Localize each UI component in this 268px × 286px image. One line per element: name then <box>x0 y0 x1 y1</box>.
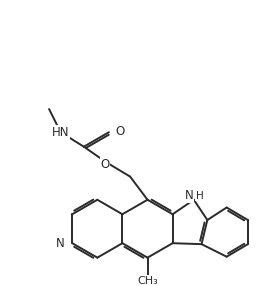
Text: O: O <box>116 125 125 138</box>
Text: N: N <box>56 237 65 250</box>
Text: O: O <box>100 158 110 170</box>
Text: N: N <box>185 189 193 202</box>
Text: HN: HN <box>52 126 69 139</box>
Text: H: H <box>196 191 203 201</box>
Text: CH₃: CH₃ <box>137 276 158 286</box>
